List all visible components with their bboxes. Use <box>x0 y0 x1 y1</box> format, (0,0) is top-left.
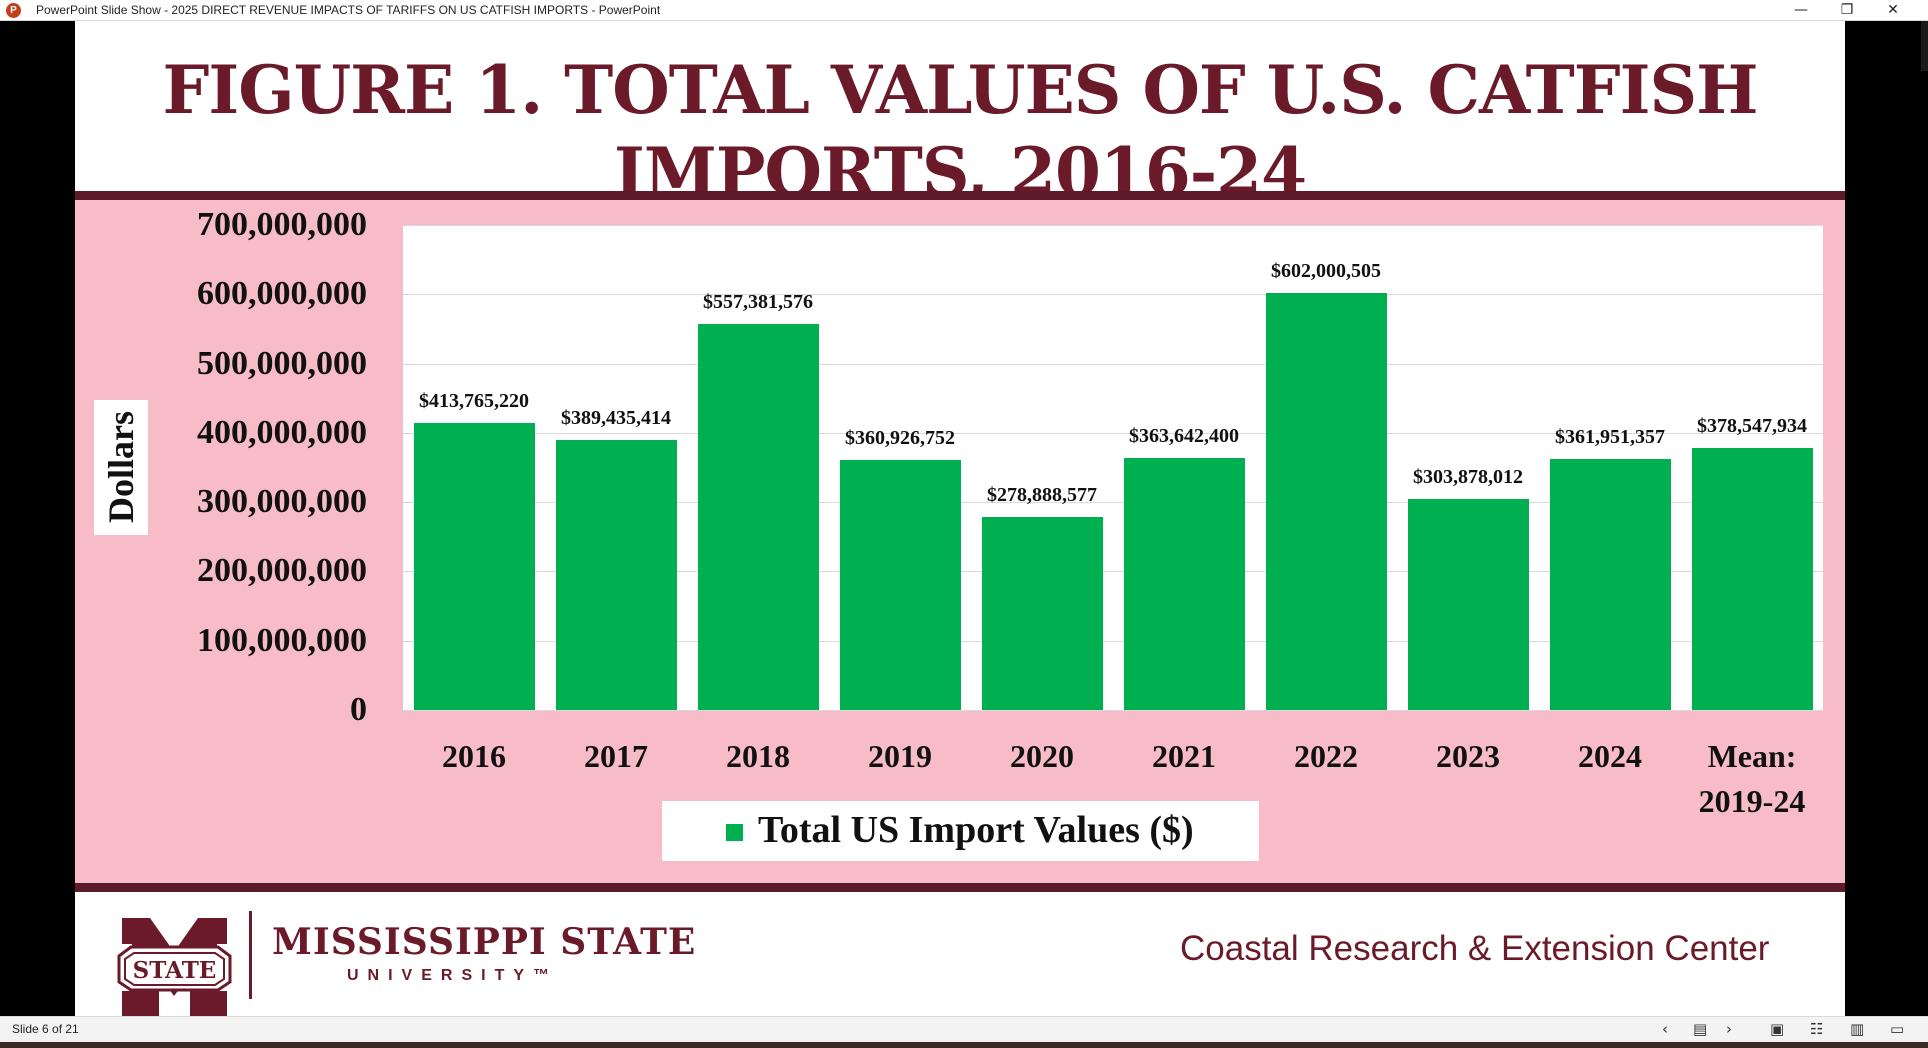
data-label: $360,926,752 <box>845 426 955 449</box>
data-label: $413,765,220 <box>419 390 529 413</box>
bar-1 <box>413 423 535 710</box>
data-label: $557,381,576 <box>703 290 813 313</box>
gridline <box>403 432 1823 434</box>
data-label: $378,547,934 <box>1697 414 1807 437</box>
slide[interactable]: FIGURE 1. TOTAL VALUES OF U.S. CATFISH I… <box>75 21 1845 1016</box>
bar-4 <box>839 459 961 710</box>
minimize-button[interactable]: — <box>1794 2 1808 18</box>
gridline <box>403 640 1823 642</box>
gridline <box>403 710 1823 711</box>
gridline <box>403 363 1823 365</box>
data-label: $363,642,400 <box>1129 425 1239 448</box>
gridline <box>403 294 1823 296</box>
x-tick-label: 2018 <box>726 738 790 774</box>
gridline <box>403 502 1823 504</box>
y-tick-label: 100,000,000 <box>197 621 367 659</box>
y-tick-label: 500,000,000 <box>197 344 367 382</box>
slide-menu-icon[interactable]: ▤ <box>1693 1020 1708 1038</box>
legend-swatch <box>726 824 743 841</box>
data-label: $602,000,505 <box>1271 259 1381 282</box>
data-label: $303,878,012 <box>1413 466 1523 489</box>
reading-view-icon[interactable]: ▥ <box>1850 1020 1865 1038</box>
x-tick-label: 2019 <box>868 738 932 774</box>
university-subtitle: UNIVERSITY™ <box>347 967 559 984</box>
x-tick-label: 2016 <box>442 738 506 774</box>
data-label: $389,435,414 <box>561 407 671 430</box>
bar-8 <box>1407 499 1529 710</box>
x-tick-label: 2022 <box>1294 738 1358 774</box>
bar-5 <box>981 516 1103 710</box>
msu-logo-text: STATE <box>133 957 217 984</box>
window-titlebar: P PowerPoint Slide Show - 2025 DIRECT RE… <box>0 0 1928 21</box>
taskbar-strip <box>0 1042 1928 1048</box>
gridline <box>403 571 1823 573</box>
y-tick-label: 700,000,000 <box>197 206 367 243</box>
data-label: $361,951,357 <box>1555 426 1665 449</box>
y-axis-label: Dollars <box>101 411 141 523</box>
x-tick-label: 2017 <box>584 738 648 774</box>
slide-title-line-1: FIGURE 1. TOTAL VALUES OF U.S. CATFISH <box>162 51 1758 129</box>
restore-button[interactable]: ❐ <box>1840 2 1854 18</box>
x-tick-label: 2024 <box>1578 738 1642 774</box>
bar-3 <box>697 323 819 710</box>
next-icon[interactable]: › <box>1726 1020 1732 1038</box>
previous-icon[interactable]: ‹ <box>1662 1020 1668 1038</box>
msu-logo: STATE <box>117 916 232 1016</box>
powerpoint-icon: P <box>6 3 21 18</box>
bar-6 <box>1123 458 1245 710</box>
gridline <box>403 225 1823 226</box>
scroll-strip <box>1921 21 1928 71</box>
slide-show-icon[interactable]: ▭ <box>1890 1020 1905 1038</box>
bar-9 <box>1549 459 1671 710</box>
footer-divider <box>249 911 252 999</box>
legend-label: Total US Import Values ($) <box>758 809 1194 851</box>
msu-m-logo-icon: STATE <box>117 918 232 1016</box>
bar-2 <box>555 440 677 710</box>
status-bar: Slide 6 of 21 ‹ ▤ › ▣ ☷ ▥ ▭ <box>0 1016 1928 1042</box>
university-name: MISSISSIPPI STATE <box>272 921 697 963</box>
close-button[interactable]: ✕ <box>1887 2 1899 18</box>
data-label: $278,888,577 <box>987 483 1097 506</box>
normal-view-icon[interactable]: ▣ <box>1770 1020 1785 1038</box>
y-tick-label: 0 <box>350 691 367 728</box>
chart-legend: Total US Import Values ($) <box>662 801 1259 861</box>
slide-sorter-icon[interactable]: ☷ <box>1810 1020 1824 1038</box>
bar-10 <box>1691 447 1813 710</box>
x-tick-label: Mean: 2019-24 <box>1698 738 1806 819</box>
y-axis-label-box <box>94 400 148 535</box>
slide-counter: Slide 6 of 21 <box>12 1022 79 1036</box>
plot-area <box>403 225 1823 711</box>
y-tick-label: 200,000,000 <box>197 552 367 590</box>
bar-7 <box>1265 292 1387 710</box>
y-tick-label: 300,000,000 <box>197 483 367 521</box>
y-tick-label: 400,000,000 <box>197 413 367 451</box>
x-tick-label: 2023 <box>1436 738 1500 774</box>
x-tick-label: 2021 <box>1152 738 1216 774</box>
window-title: PowerPoint Slide Show - 2025 DIRECT REVE… <box>36 3 661 17</box>
y-tick-label: 600,000,000 <box>197 275 367 313</box>
x-tick-label: 2020 <box>1010 738 1074 774</box>
center-name: Coastal Research & Extension Center <box>1180 929 1770 968</box>
